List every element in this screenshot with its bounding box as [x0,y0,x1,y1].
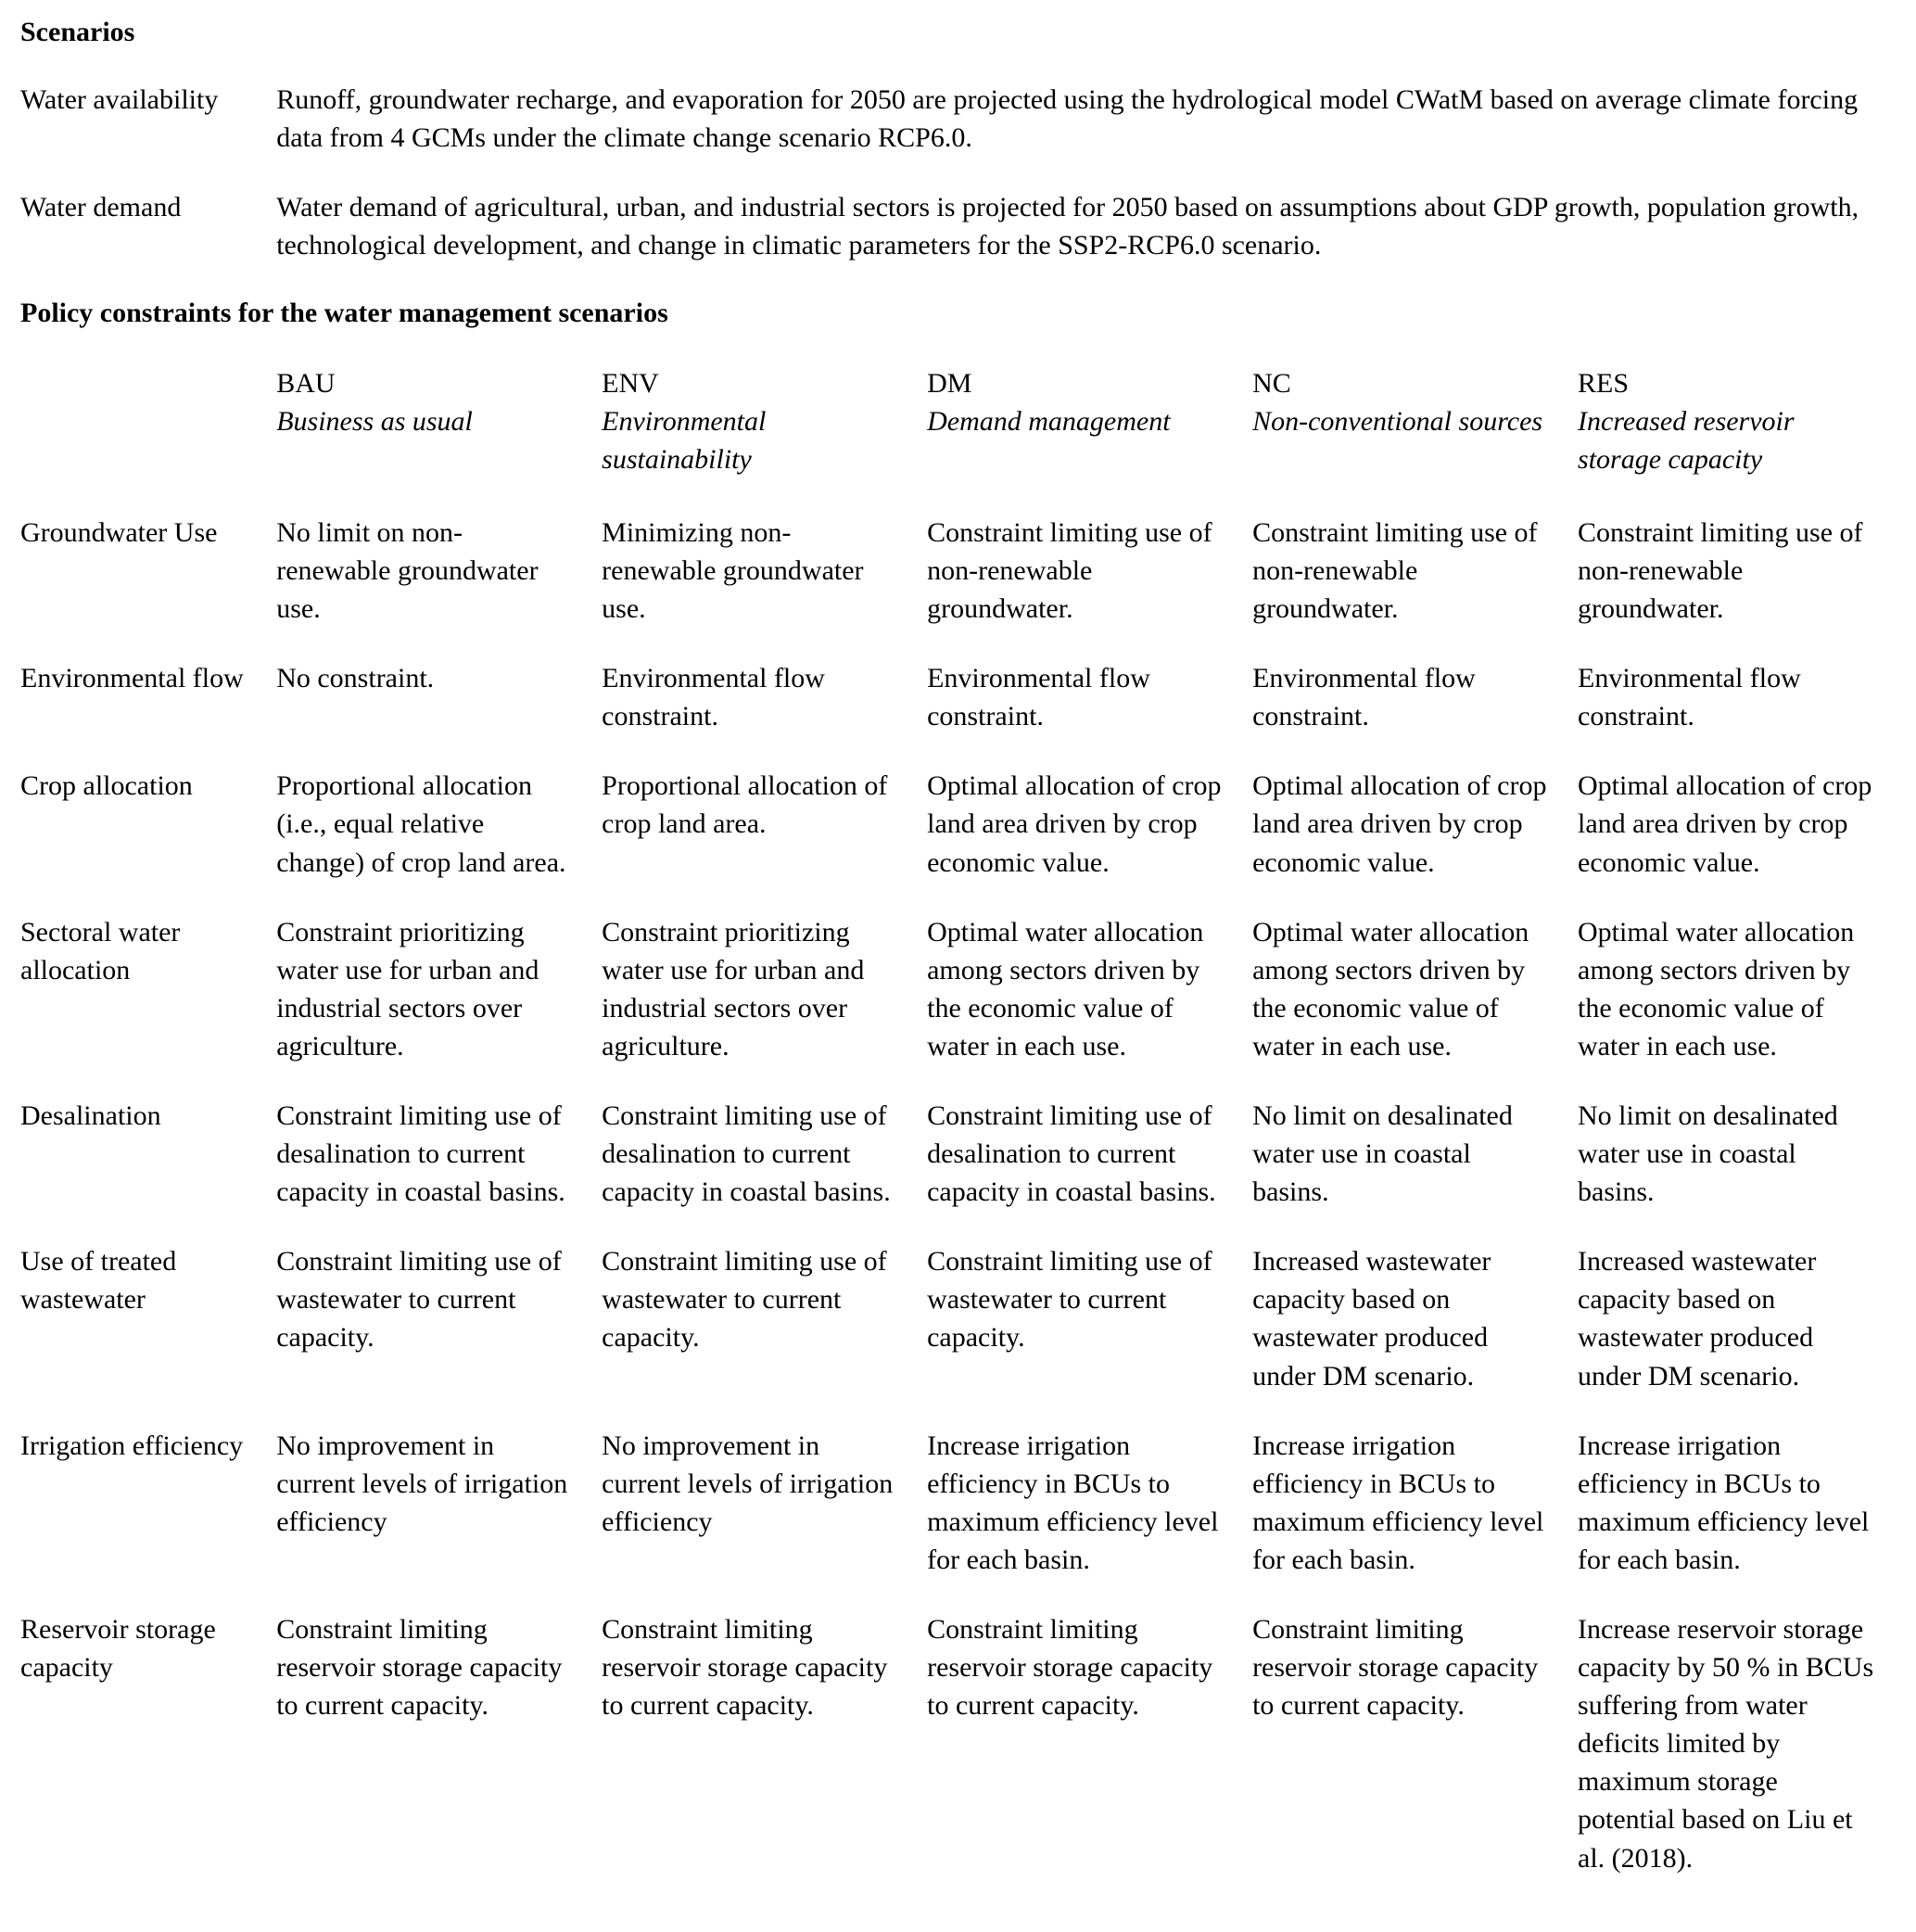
table-bottom-rule [17,1894,1899,1926]
section-header-scenarios: Scenarios [17,0,1899,66]
cell-irrigation-efficiency-dm: Increase irrigation efficiency in BCUs t… [927,1430,1219,1575]
cell-water-availability-description: Runoff, groundwater recharge, and evapor… [276,84,1859,154]
cell-sectoral-water-allocation-nc: Optimal water allocation among sectors d… [1252,916,1529,1061]
cell-environmental-flow-bau: No constraint. [276,663,435,694]
cell-sectoral-water-allocation-dm: Optimal water allocation among sectors d… [927,916,1204,1061]
row-label-desalination: Desalination [20,1099,161,1131]
table-row: Desalination Constraint limiting use of … [17,1082,1899,1227]
table-row: Sectoral water allocation Constraint pri… [17,898,1899,1082]
cell-reservoir-storage-capacity-res: Increase reservoir storage capacity by 5… [1578,1614,1874,1874]
column-header-res-desc: Increased reservoir storage capacity [1578,405,1795,475]
table-row: Environmental flow No constraint. Enviro… [17,644,1899,752]
cell-environmental-flow-dm: Environmental flow constraint. [927,663,1150,732]
cell-desalination-env: Constraint limiting use of desalination … [602,1099,891,1208]
column-header-dm-abbr: DM [927,367,972,399]
cell-desalination-dm: Constraint limiting use of desalination … [927,1099,1216,1208]
table-row: Reservoir storage capacity Constraint li… [17,1595,1899,1894]
cell-water-demand-description: Water demand of agricultural, urban, and… [276,192,1859,261]
cell-use-of-treated-wastewater-res: Increased wastewater capacity based on w… [1578,1246,1817,1392]
cell-irrigation-efficiency-nc: Increase irrigation efficiency in BCUs t… [1252,1430,1544,1575]
row-label-sectoral-water-allocation: Sectoral water allocation [20,916,181,985]
cell-crop-allocation-dm: Optimal allocation of crop land area dri… [927,770,1222,878]
cell-groundwater-use-nc: Constraint limiting use of non-renewable… [1252,516,1538,625]
column-header-nc-abbr: NC [1252,367,1291,399]
row-label-environmental-flow: Environmental flow [20,663,244,694]
cell-sectoral-water-allocation-env: Constraint prioritizing water use for ur… [602,916,865,1061]
bottom-rule [17,1894,1899,1926]
section-header-policy-constraints: Policy constraints for the water managem… [17,281,1899,347]
table-row: Groundwater Use No limit on non-renewabl… [17,499,1899,644]
table-row: Water availability Runoff, groundwater r… [17,66,1899,173]
cell-environmental-flow-env: Environmental flow constraint. [602,663,825,732]
cell-crop-allocation-nc: Optimal allocation of crop land area dri… [1252,770,1547,878]
cell-irrigation-efficiency-env: No improvement in current levels of irri… [602,1430,894,1537]
column-header-env-abbr: ENV [602,367,659,399]
table-row: Irrigation efficiency No improvement in … [17,1412,1899,1595]
cell-irrigation-efficiency-bau: No improvement in current levels of irri… [276,1430,568,1537]
cell-use-of-treated-wastewater-bau: Constraint limiting use of wastewater to… [276,1246,562,1354]
row-label-irrigation-efficiency: Irrigation efficiency [20,1430,244,1461]
cell-crop-allocation-bau: Proportional allocation (i.e., equal rel… [276,770,566,878]
column-header-blank [17,348,273,499]
section-title-policy-constraints: Policy constraints for the water managem… [20,298,668,329]
column-header-env-desc: Environmental sustainability [602,405,767,475]
scenarios-policy-table: Scenarios Water availability Runoff, gro… [17,0,1899,1926]
cell-use-of-treated-wastewater-env: Constraint limiting use of wastewater to… [602,1246,887,1354]
table-row: Use of treated wastewater Constraint lim… [17,1227,1899,1411]
table-row: Water demand Water demand of agricultura… [17,173,1899,281]
cell-reservoir-storage-capacity-env: Constraint limiting reservoir storage ca… [602,1614,888,1722]
column-header-dm: DM Demand management [923,348,1249,499]
cell-groundwater-use-env: Minimizing non-renewable groundwater use… [602,516,864,625]
section-title-scenarios: Scenarios [20,17,135,47]
cell-environmental-flow-nc: Environmental flow constraint. [1252,663,1476,732]
row-label-use-of-treated-wastewater: Use of treated wastewater [20,1246,177,1316]
row-label-water-availability: Water availability [20,84,219,116]
cell-groundwater-use-dm: Constraint limiting use of non-renewable… [927,516,1212,625]
column-header-nc: NC Non-conventional sources [1249,348,1574,499]
row-label-groundwater-use: Groundwater Use [20,516,218,548]
row-label-crop-allocation: Crop allocation [20,770,193,802]
cell-sectoral-water-allocation-res: Optimal water allocation among sectors d… [1578,916,1855,1061]
column-header-env: ENV Environmental sustainability [598,348,923,499]
row-label-reservoir-storage-capacity: Reservoir storage capacity [20,1614,216,1684]
column-header-bau: BAU Business as usual [273,348,598,499]
cell-irrigation-efficiency-res: Increase irrigation efficiency in BCUs t… [1578,1430,1870,1575]
column-header-bau-desc: Business as usual [276,405,473,437]
column-header-res: RES Increased reservoir storage capacity [1574,348,1899,499]
cell-groundwater-use-bau: No limit on non-renewable groundwater us… [276,516,539,625]
column-header-row: BAU Business as usual ENV Environmental … [17,348,1899,499]
row-label-water-demand: Water demand [20,192,182,223]
cell-groundwater-use-res: Constraint limiting use of non-renewable… [1578,516,1863,625]
cell-use-of-treated-wastewater-nc: Increased wastewater capacity based on w… [1252,1246,1491,1392]
cell-reservoir-storage-capacity-bau: Constraint limiting reservoir storage ca… [276,1614,563,1722]
column-header-bau-abbr: BAU [276,367,336,399]
cell-reservoir-storage-capacity-dm: Constraint limiting reservoir storage ca… [927,1614,1213,1722]
table-row: Crop allocation Proportional allocation … [17,752,1899,897]
cell-sectoral-water-allocation-bau: Constraint prioritizing water use for ur… [276,916,539,1061]
cell-environmental-flow-res: Environmental flow constraint. [1578,663,1801,732]
column-header-dm-desc: Demand management [927,405,1171,437]
column-header-nc-desc: Non-conventional sources [1252,405,1543,437]
cell-desalination-res: No limit on desalinated water use in coa… [1578,1099,1838,1208]
cell-desalination-bau: Constraint limiting use of desalination … [276,1099,565,1208]
column-header-res-abbr: RES [1578,367,1630,399]
cell-desalination-nc: No limit on desalinated water use in coa… [1252,1099,1513,1208]
cell-use-of-treated-wastewater-dm: Constraint limiting use of wastewater to… [927,1246,1212,1354]
cell-reservoir-storage-capacity-nc: Constraint limiting reservoir storage ca… [1252,1614,1539,1722]
cell-crop-allocation-env: Proportional allocation of crop land are… [602,770,888,840]
cell-crop-allocation-res: Optimal allocation of crop land area dri… [1578,770,1872,878]
